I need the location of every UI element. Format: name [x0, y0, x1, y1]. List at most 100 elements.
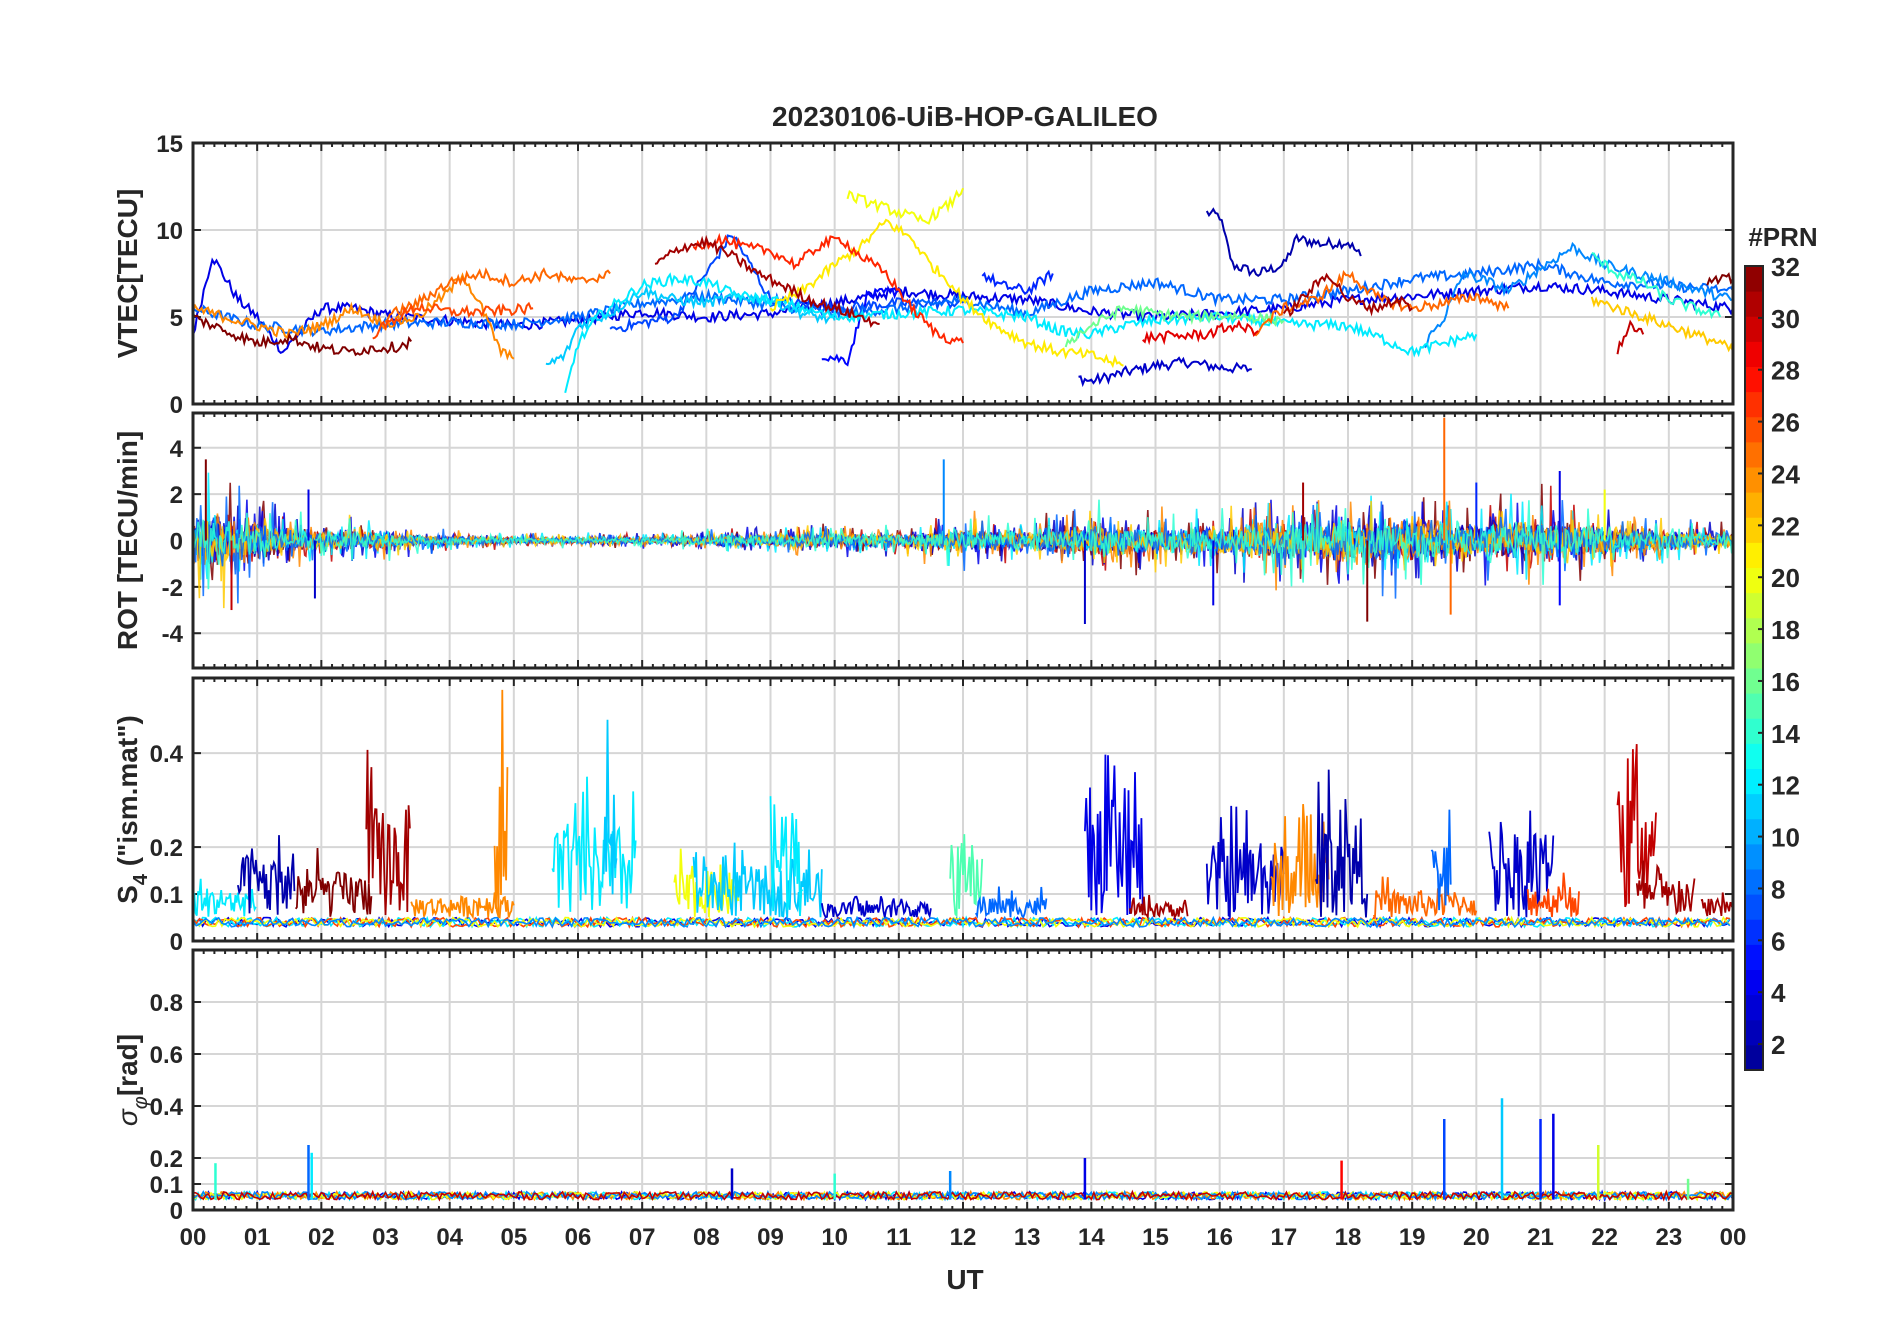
colorbar-tick-label: 20: [1771, 563, 1800, 593]
s4-y-tick-label: 0.4: [150, 741, 184, 768]
colorbar-band: [1745, 944, 1763, 970]
vtec-series-prn-14: [1591, 251, 1722, 320]
colorbar-band: [1745, 869, 1763, 895]
x-tick-label: 08: [693, 1224, 720, 1251]
rot-y-tick-label: 2: [170, 482, 183, 509]
colorbar-tick-label: 32: [1771, 252, 1800, 282]
s4-burst-prn-31: [1700, 892, 1733, 917]
vtec-y-tick-label: 15: [156, 131, 183, 158]
x-tick-label: 05: [500, 1224, 527, 1251]
colorbar-band: [1745, 894, 1763, 920]
panel-sigma_phi: 00.10.2 0.4 0.6 0.8 σφ[rad]: [112, 948, 1735, 1225]
rot-axis-frame: [191, 411, 1735, 670]
colorbar-band: [1745, 416, 1763, 443]
vtec-series-prn-25: [384, 267, 611, 323]
sigma_phi-y-tick-label: 0.2: [150, 1146, 183, 1173]
x-tick-label: 10: [821, 1224, 848, 1251]
colorbar-band: [1745, 718, 1763, 744]
colorbar-tick-label: 22: [1771, 511, 1800, 541]
colorbar-band: [1745, 818, 1763, 845]
colorbar-band: [1745, 1044, 1763, 1071]
s4-y-tick-label: 0: [170, 929, 183, 956]
x-tick-label: 20: [1463, 1224, 1490, 1251]
sigma_phi-y-label-sub: φ: [130, 1096, 152, 1109]
vtec-series-prn-2: [1205, 207, 1362, 278]
colorbar-band: [1745, 793, 1763, 820]
rot-y-tick-label: -2: [162, 575, 183, 602]
colorbar-band: [1745, 517, 1763, 543]
colorbar-band: [1745, 291, 1763, 317]
colorbar-band: [1745, 768, 1763, 795]
x-tick-label: 14: [1078, 1224, 1105, 1251]
colorbar-frame: [1744, 265, 1764, 1071]
vtec-series-prn-26: [372, 301, 534, 340]
sigma_phi-y-tick-label: 0: [170, 1198, 183, 1225]
vtec-series-prn-22: [1590, 296, 1733, 353]
colorbar-band: [1745, 1019, 1763, 1046]
colorbar-band: [1745, 843, 1763, 870]
colorbar-tick-label: 4: [1771, 978, 1786, 1008]
x-tick-label: 06: [565, 1224, 592, 1251]
sigma_phi-y-tick-label: 0.4: [150, 1094, 184, 1121]
s4-burst-prn-24: [410, 892, 515, 920]
sigma_phi-y-tick-label: 0.1: [150, 1172, 183, 1199]
sigma_phi-y-axis-label: σφ[rad]: [112, 1034, 152, 1126]
colorbar-tick-label: 10: [1771, 823, 1800, 853]
vtec-series-prn-16: [1064, 303, 1285, 348]
s4-y-label-rest: ("ism.mat"): [112, 715, 143, 874]
vtec-series-prn-8: [193, 257, 1733, 338]
s4-axis-frame: [191, 676, 1735, 943]
colorbar-band: [1745, 567, 1763, 594]
vtec-y-tick-label: 5: [170, 305, 183, 332]
vtec-y-axis-label: VTEC[TECU]: [112, 189, 143, 359]
x-tick-label: 07: [629, 1224, 656, 1251]
vtec-series-prn-29: [1142, 319, 1259, 346]
vtec-series-prn-31: [654, 234, 880, 329]
s4-y-label-main: S: [112, 885, 143, 904]
colorbar-band: [1745, 391, 1763, 418]
s4-burst-prn-3: [820, 895, 932, 920]
x-tick-label: 00: [180, 1224, 207, 1251]
s4-burst-prn-12: [193, 878, 257, 917]
colorbar-tick-label: 12: [1771, 771, 1800, 801]
s4-burst-prn-31: [365, 749, 411, 916]
vtec-series-prn-12: [564, 272, 1478, 394]
vtec-series-prn-9: [1424, 241, 1733, 349]
vtec-series-prn-31: [1282, 272, 1413, 318]
panel-vtec: 0 5 10 15 VTEC[TECU]: [112, 131, 1735, 419]
x-tick-label: 18: [1335, 1224, 1362, 1251]
colorbar-band: [1745, 366, 1763, 393]
s4-burst-prn-25: [1372, 876, 1478, 920]
colorbar-band: [1745, 693, 1763, 719]
vtec-series-prn-30: [1616, 319, 1645, 355]
s4-burst-prn-8: [1430, 809, 1452, 911]
colorbar-band: [1745, 994, 1763, 1021]
rot-data: [193, 417, 1733, 624]
sigma-baseline-prn-30: [193, 1189, 1733, 1202]
s4-burst-prn-31: [1128, 894, 1189, 921]
s4-y-tick-label: 0.2: [150, 835, 183, 862]
colorbar-band: [1745, 642, 1763, 669]
x-tick-label: 15: [1142, 1224, 1169, 1251]
s4-burst-prn-31: [1635, 860, 1696, 916]
x-tick-label: 03: [372, 1224, 399, 1251]
x-tick-label: 19: [1399, 1224, 1426, 1251]
x-tick-label: 22: [1591, 1224, 1618, 1251]
s4-burst-prn-11: [602, 719, 618, 895]
x-tick-label: 02: [308, 1224, 335, 1251]
sigma_phi-y-tick-label: 0.8: [150, 990, 183, 1017]
vtec-y-tick-label: 0: [170, 392, 183, 419]
x-tick-label: 01: [244, 1224, 271, 1251]
s4-y-tick-label: 0.1: [150, 882, 183, 909]
colorbar-tick-label: 2: [1771, 1030, 1785, 1060]
colorbar-tick-label: 14: [1771, 719, 1800, 749]
colorbar-tick-label: 6: [1771, 926, 1785, 956]
x-tick-label: 16: [1206, 1224, 1233, 1251]
vtec-axis-frame: [191, 141, 1735, 406]
rot-y-axis-label: ROT [TECU/min]: [112, 431, 143, 650]
s4-burst-prn-12: [769, 796, 804, 916]
colorbar-band: [1745, 266, 1763, 292]
